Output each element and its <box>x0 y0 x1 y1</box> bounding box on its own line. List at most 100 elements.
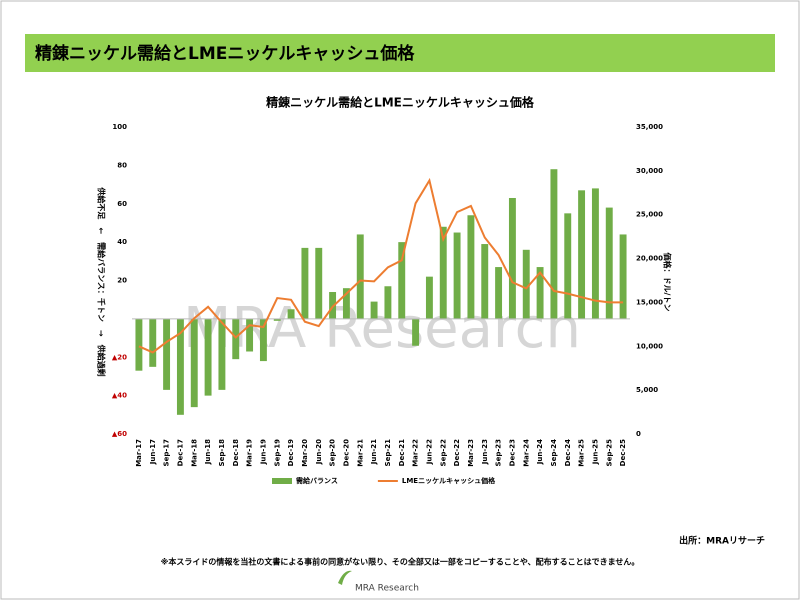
x-tick-label: Jun-21 <box>370 439 378 465</box>
y2-tick-label: 30,000 <box>636 167 663 175</box>
y-tick-label: ▲20 <box>112 353 127 361</box>
y-tick-label: 100 <box>112 123 127 131</box>
x-tick-label: Jun-18 <box>204 439 212 465</box>
y2-tick-label: 25,000 <box>636 211 663 219</box>
bar <box>259 318 267 362</box>
bar <box>412 318 420 346</box>
x-tick-label: Jun-23 <box>481 439 489 465</box>
bar <box>453 232 461 319</box>
x-tick-label: Sep-18 <box>218 439 226 467</box>
bar <box>370 301 378 319</box>
bar <box>398 242 406 319</box>
x-tick-label: Jun-25 <box>591 439 599 465</box>
bar <box>550 169 558 319</box>
x-tick-label: Mar-18 <box>190 439 198 467</box>
y-axis-label: 供給不足 ← 需給バランス：千トン → 供給過剰 <box>97 186 107 376</box>
y2-tick-label: 5,000 <box>636 386 658 394</box>
bar <box>578 190 586 319</box>
x-tick-label: Jun-24 <box>536 439 544 465</box>
bar <box>218 318 226 390</box>
x-tick-label: Dec-19 <box>287 439 295 466</box>
x-tick-label: Sep-17 <box>163 439 171 467</box>
bar <box>135 318 143 371</box>
bar <box>232 318 240 360</box>
header-band <box>25 34 775 72</box>
x-tick-label: Mar-19 <box>246 439 254 467</box>
bar <box>301 247 309 319</box>
x-tick-label: Mar-22 <box>412 439 420 467</box>
y-tick-label: 40 <box>117 238 127 246</box>
bar <box>356 234 364 319</box>
x-tick-label: Mar-23 <box>467 439 475 467</box>
bar <box>481 244 489 319</box>
bar <box>176 318 184 415</box>
bar <box>425 276 433 319</box>
x-tick-label: Mar-24 <box>522 439 530 467</box>
bar <box>246 318 254 352</box>
y2-tick-label: 15,000 <box>636 298 663 306</box>
bar <box>315 247 323 319</box>
y-tick-label: 20 <box>117 277 127 285</box>
y-tick-label: 80 <box>117 161 127 169</box>
bar <box>204 318 212 396</box>
x-tick-label: Mar-20 <box>301 439 309 467</box>
x-tick-label: Dec-21 <box>398 439 406 466</box>
bar <box>536 267 544 319</box>
legend-swatch <box>272 478 292 484</box>
x-tick-label: Dec-25 <box>619 439 627 466</box>
x-tick-label: Mar-25 <box>578 439 586 467</box>
line <box>138 177 624 354</box>
x-tick-label: Dec-20 <box>342 439 350 466</box>
bar <box>384 286 392 319</box>
watermark: MRA Research <box>183 296 581 361</box>
legend-label: LMEニッケルキャッシュ価格 <box>402 476 496 485</box>
bar <box>190 318 198 408</box>
logo: MRA Research <box>355 584 419 594</box>
x-tick-label: Dec-23 <box>508 439 516 466</box>
y-tick-label: ▲40 <box>112 392 127 400</box>
y-tick-label: 60 <box>117 200 127 208</box>
bar <box>591 188 599 319</box>
x-tick-label: Sep-21 <box>384 439 392 467</box>
bar <box>287 309 295 319</box>
bar <box>439 226 447 319</box>
x-tick-label: Dec-18 <box>232 439 240 466</box>
bar <box>605 207 613 319</box>
x-tick-label: Sep-24 <box>550 439 558 467</box>
plot: ▲60 ▲40 ▲20 20 40 60 80 100 0 5,000 10,000 15,000 20… <box>112 123 663 485</box>
x-tick-label: Dec-24 <box>564 439 572 466</box>
x-tick-label: Mar-21 <box>356 439 364 467</box>
x-tick-label: Sep-22 <box>439 439 447 467</box>
chart-title: 精錬ニッケル需給とLMEニッケルキャッシュ価格 <box>266 95 535 110</box>
x-tick-label: Jun-19 <box>259 439 267 465</box>
bar <box>149 318 157 367</box>
legend-label: 需給バランス <box>296 476 338 485</box>
y2-tick-label: 0 <box>636 430 641 438</box>
source: 出所：MRAリサーチ <box>679 535 765 547</box>
x-tick-label: Sep-19 <box>273 439 281 467</box>
y-tick-label: ▲60 <box>112 430 127 438</box>
x-tick-label: Jun-17 <box>149 439 157 465</box>
x-tick-label: Jun-22 <box>425 439 433 465</box>
x-tick-label: Sep-23 <box>495 439 503 467</box>
bar <box>467 215 475 319</box>
logo-icon <box>338 570 352 585</box>
notice: ※本スライドの情報を当社の文書による事前の同意がない限り、その全部又は一部をコピ… <box>161 557 640 567</box>
bar <box>619 234 627 319</box>
y2-axis-label: 価格：ドル/トン <box>663 252 673 312</box>
x-tick-label: Mar-17 <box>135 439 143 467</box>
bar <box>522 249 530 319</box>
x-tick-label: Jun-20 <box>315 439 323 465</box>
x-tick-label: Dec-22 <box>453 439 461 466</box>
bar <box>564 213 572 319</box>
bar <box>495 267 503 319</box>
y2-tick-label: 35,000 <box>636 123 663 131</box>
header-title: 精錬ニッケル需給とLMEニッケルキャッシュ価格 <box>35 43 415 64</box>
y2-tick-label: 10,000 <box>636 342 663 350</box>
x-tick-label: Sep-20 <box>329 439 337 467</box>
bar <box>273 318 281 321</box>
bar <box>342 288 350 319</box>
x-tick-label: Sep-25 <box>605 439 613 467</box>
bar <box>508 197 516 319</box>
